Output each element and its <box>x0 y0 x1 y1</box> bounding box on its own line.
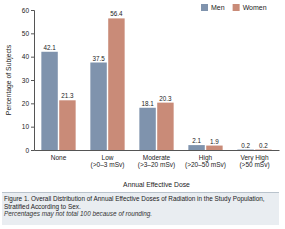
data-label: 37.5 <box>92 55 105 62</box>
legend-label: Men <box>211 4 225 11</box>
y-tick-label: 50 <box>22 30 30 37</box>
x-axis: None Low(>0–3 mSv) Moderate(>3–20 mSv) High… <box>35 150 280 169</box>
y-tick: 30 <box>22 77 34 84</box>
bar <box>41 52 57 150</box>
y-tick: 50 <box>22 30 34 37</box>
x-tick: High(>20–50 mSv) <box>185 150 226 169</box>
y-tick-mark <box>31 103 34 104</box>
legend-swatch <box>201 4 208 11</box>
data-labels: 42.1 37.5 18.1 2.1 0.2 21.3 56.4 20.3 1.9 0.2 <box>43 10 268 148</box>
x-tick-label: Very High(>50 mSv) <box>239 154 269 169</box>
y-axis: 0 10 20 30 40 50 60 <box>22 7 35 154</box>
legend-swatch <box>233 4 240 11</box>
y-tick: 20 <box>22 100 34 107</box>
y-tick-mark <box>31 127 34 128</box>
data-label: 1.9 <box>210 138 219 145</box>
plot: 0 10 20 30 40 50 60 None Low(>0–3 mSv) Moderate(>… <box>22 7 280 170</box>
y-tick-label: 0 <box>25 147 29 154</box>
y-tick-label: 60 <box>22 7 30 14</box>
x-tick: Low(>0–3 mSv) <box>91 150 125 169</box>
y-tick: 0 <box>25 147 34 154</box>
bar <box>139 108 155 150</box>
y-tick-mark <box>31 57 34 58</box>
bar <box>206 146 222 150</box>
data-label: 2.1 <box>192 137 201 144</box>
y-tick-mark <box>31 80 34 81</box>
bar <box>157 103 173 150</box>
x-tick-label: Low(>0–3 mSv) <box>91 154 125 169</box>
data-label: 21.3 <box>61 92 74 99</box>
data-label: 0.2 <box>259 142 268 149</box>
y-axis-line <box>31 11 35 151</box>
bars <box>41 18 271 150</box>
x-axis-line <box>35 150 280 151</box>
y-tick-mark <box>31 10 34 11</box>
data-label: 18.1 <box>141 100 154 107</box>
y-tick-mark <box>31 33 34 34</box>
y-tick-label: 40 <box>22 53 30 60</box>
caption-note: Percentages may not total 100 because of… <box>4 210 277 218</box>
bar <box>237 149 253 150</box>
bar <box>90 63 106 151</box>
data-label: 42.1 <box>43 44 56 51</box>
y-tick-mark <box>31 150 34 151</box>
x-tick-label: None <box>51 154 67 161</box>
x-tick: Moderate(>3–20 mSv) <box>138 150 175 169</box>
x-tick-label: High(>20–50 mSv) <box>185 154 226 169</box>
y-tick: 10 <box>22 123 34 130</box>
bar <box>108 18 124 150</box>
x-tick-label: Moderate(>3–20 mSv) <box>138 154 175 169</box>
legend: Men Women <box>201 4 267 11</box>
y-tick-label: 30 <box>22 77 30 84</box>
data-label: 20.3 <box>159 95 172 102</box>
x-axis-title: Annual Effective Dose <box>123 181 190 188</box>
x-tick: Very High(>50 mSv) <box>239 150 269 169</box>
bar <box>188 145 204 150</box>
bar <box>255 149 271 150</box>
y-tick: 60 <box>22 7 34 14</box>
x-tick: None <box>51 150 67 161</box>
y-axis-title: Percentage of Subjects <box>5 44 13 115</box>
legend-label: Women <box>243 4 267 11</box>
caption-title: Figure 1. Overall Distribution of Annual… <box>4 195 277 210</box>
y-tick-label: 20 <box>22 100 30 107</box>
data-label: 56.4 <box>110 10 123 17</box>
y-tick-label: 10 <box>22 123 30 130</box>
data-label: 0.2 <box>241 142 250 149</box>
y-tick: 40 <box>22 53 34 60</box>
caption-box: Figure 1. Overall Distribution of Annual… <box>2 192 279 225</box>
bar <box>59 100 75 150</box>
